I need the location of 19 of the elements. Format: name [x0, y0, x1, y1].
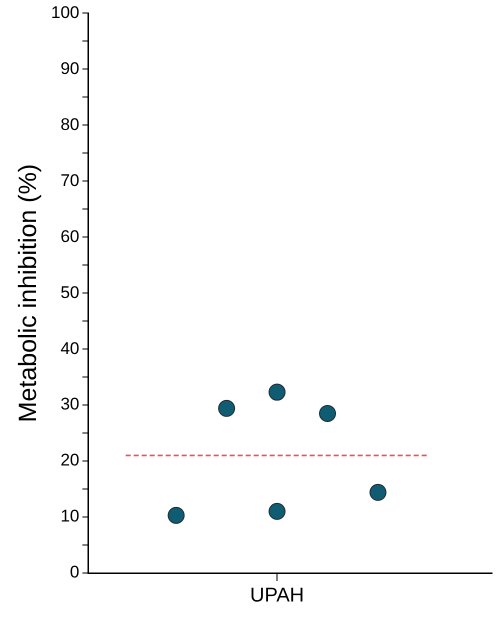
point	[268, 384, 286, 401]
y-tick-label: 100	[50, 2, 80, 22]
y-tick-label: 60	[60, 226, 80, 246]
y-tick-label: 10	[60, 506, 80, 526]
y-tick-label: 90	[60, 58, 80, 78]
y-tick-label: 70	[60, 170, 80, 190]
y-tick-label: 0	[70, 562, 80, 582]
y-tick-label: 20	[60, 450, 80, 470]
x-tick-label: UPAH	[250, 584, 304, 607]
y-axis-title: Metabolic inhibition (%)	[14, 164, 42, 422]
y-tick-label: 80	[60, 114, 80, 134]
y-tick-label: 30	[60, 394, 80, 414]
point	[268, 502, 286, 520]
point	[218, 400, 236, 417]
y-tick-label: 50	[60, 282, 80, 302]
y-tick-label: 40	[60, 338, 80, 358]
point	[319, 404, 336, 422]
point	[369, 484, 386, 501]
point	[168, 506, 185, 524]
